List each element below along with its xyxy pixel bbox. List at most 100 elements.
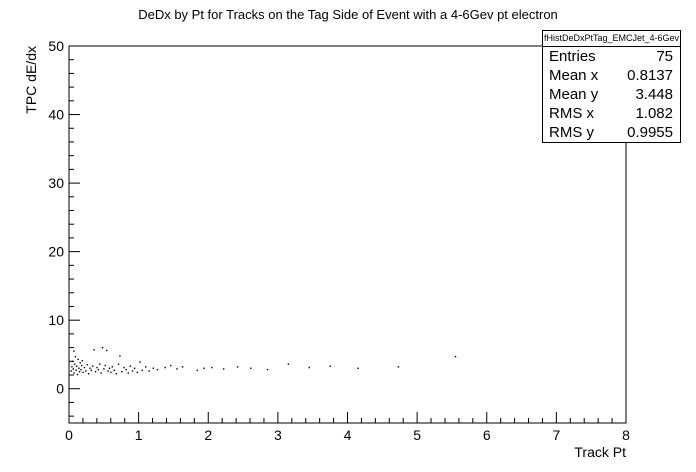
- stats-value: 0.9955: [627, 124, 673, 141]
- data-point: [148, 370, 150, 372]
- stats-value: 0.8137: [627, 67, 673, 84]
- stats-label: RMS y: [549, 124, 594, 141]
- data-point: [93, 349, 95, 351]
- data-point: [78, 367, 80, 369]
- stats-value: 75: [656, 48, 673, 65]
- y-tick-label: 30: [48, 175, 64, 191]
- axis-ticks: [68, 45, 627, 423]
- data-point: [70, 370, 72, 372]
- data-point: [107, 370, 109, 372]
- data-point: [87, 373, 90, 375]
- data-point: [110, 371, 112, 374]
- stats-value: 1.082: [635, 105, 673, 122]
- x-tick-label: 4: [344, 427, 352, 443]
- data-point: [103, 368, 105, 370]
- stats-row: Entries 75: [543, 47, 680, 66]
- data-point: [136, 371, 139, 374]
- x-tick-label: 6: [483, 427, 491, 443]
- stats-row: RMS x 1.082: [543, 104, 680, 123]
- stats-value: 3.448: [635, 86, 673, 103]
- data-point: [73, 372, 75, 374]
- data-point: [79, 362, 81, 364]
- data-point: [104, 364, 107, 367]
- x-tick-label: 5: [413, 427, 421, 443]
- data-point: [73, 350, 75, 352]
- data-point: [92, 365, 94, 367]
- data-point: [74, 355, 77, 358]
- data-point: [76, 365, 78, 367]
- y-tick-label: 50: [48, 38, 64, 54]
- x-tick-label: 1: [135, 427, 143, 443]
- stats-title: fHistDeDxPtTag_EMCJet_4-6Gev: [543, 31, 680, 47]
- data-point: [454, 355, 457, 358]
- data-point: [113, 369, 116, 372]
- data-point: [397, 366, 400, 368]
- data-point: [89, 367, 91, 369]
- data-point: [82, 371, 84, 374]
- data-point: [123, 366, 125, 369]
- stats-box: fHistDeDxPtTag_EMCJet_4-6Gev Entries 75 …: [542, 30, 681, 143]
- x-tick-label: 7: [552, 427, 560, 443]
- data-point: [85, 370, 87, 372]
- x-tick-label: 2: [204, 427, 212, 443]
- data-point: [329, 365, 331, 367]
- data-point: [80, 364, 83, 367]
- data-point: [133, 367, 136, 369]
- data-point: [266, 368, 269, 371]
- data-point: [119, 355, 121, 357]
- x-tick-label: 0: [65, 427, 73, 443]
- data-point: [211, 366, 213, 369]
- stats-label: Mean x: [549, 67, 599, 84]
- y-tick-label: 0: [56, 381, 64, 397]
- data-point: [106, 349, 108, 352]
- data-point: [101, 347, 104, 349]
- data-point: [76, 373, 79, 376]
- chart-title: DeDx by Pt for Tracks on the Tag Side of…: [138, 7, 558, 22]
- data-point: [141, 369, 143, 372]
- x-axis-label: Track Pt: [574, 444, 626, 460]
- stats-row: RMS y 0.9955: [543, 123, 680, 142]
- data-point: [181, 366, 184, 368]
- data-point: [196, 369, 198, 372]
- data-point: [111, 366, 113, 368]
- data-point: [308, 366, 311, 369]
- data-point: [94, 370, 97, 373]
- data-point: [250, 367, 252, 369]
- stats-row: Mean x 0.8137: [543, 66, 680, 85]
- data-point: [144, 366, 147, 368]
- data-point: [117, 363, 120, 365]
- data-point: [75, 369, 77, 372]
- data-point: [90, 369, 93, 372]
- x-tick-label: 3: [274, 427, 282, 443]
- data-point: [77, 358, 79, 361]
- data-point: [152, 367, 155, 369]
- data-point: [73, 363, 76, 365]
- data-point: [78, 370, 81, 373]
- stats-label: RMS x: [549, 105, 594, 122]
- data-point: [129, 365, 132, 367]
- data-point: [127, 372, 129, 374]
- data-point: [176, 368, 178, 370]
- data-point: [121, 370, 123, 373]
- data-point: [203, 367, 205, 369]
- stats-label: Mean y: [549, 86, 599, 103]
- data-point: [164, 366, 166, 369]
- stats-label: Entries: [549, 48, 596, 65]
- data-point: [115, 373, 118, 375]
- data-point: [83, 366, 86, 369]
- y-tick-label: 40: [48, 107, 64, 123]
- y-tick-labels: 0 10 20 30 40 50: [48, 38, 64, 397]
- data-point: [71, 360, 74, 363]
- data-point: [131, 370, 134, 372]
- y-tick-label: 10: [48, 312, 64, 328]
- data-point: [100, 372, 102, 374]
- data-point: [80, 368, 82, 371]
- data-point: [81, 360, 84, 362]
- data-point: [99, 363, 101, 365]
- data-point: [125, 368, 127, 371]
- data-point: [108, 367, 111, 369]
- data-points: [70, 347, 457, 376]
- y-axis-label: TPC dE/dx: [23, 46, 39, 114]
- data-point: [72, 368, 74, 370]
